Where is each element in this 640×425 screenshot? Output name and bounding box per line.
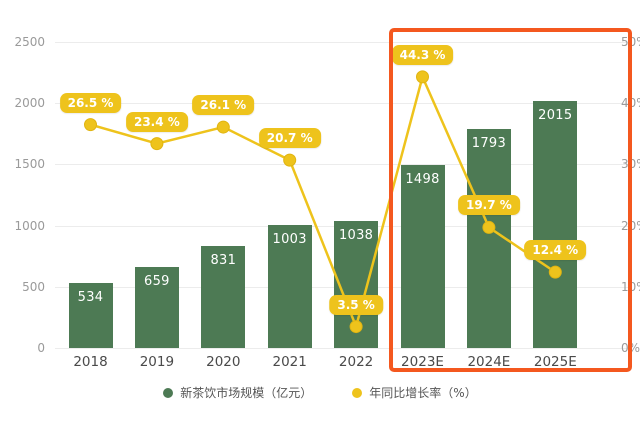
left-axis-tick-label: 2000: [14, 96, 45, 111]
gridline: [55, 103, 628, 105]
growth-line-point: [548, 265, 562, 279]
chart-legend: 新茶饮市场规模（亿元） 年同比增长率（%）: [0, 384, 640, 401]
legend-item-growth-rate: 年同比增长率（%）: [352, 384, 477, 401]
legend-marker-line-series: [352, 387, 363, 398]
legend-item-market-size: 新茶饮市场规模（亿元）: [163, 384, 312, 401]
growth-line-point: [216, 120, 230, 134]
gridline: [55, 42, 628, 43]
x-axis-label-2024E: 2024E: [467, 354, 511, 370]
growth-line-point: [349, 320, 363, 334]
growth-rate-label: 26.1 %: [192, 95, 255, 116]
gridline: [55, 164, 628, 166]
growth-rate-label: 3.5 %: [329, 294, 383, 315]
growth-line-point: [283, 153, 297, 167]
bar-2018: [68, 282, 113, 348]
bar-value-label: 1793: [471, 135, 507, 151]
left-axis-tick-label: 2500: [14, 35, 45, 49]
bar-value-label: 2015: [538, 108, 573, 124]
growth-rate-label: 19.7 %: [457, 195, 520, 216]
bar-value-label: 1038: [338, 227, 374, 243]
bar-2023E: [400, 164, 445, 348]
left-axis-tick-label: 1000: [14, 218, 45, 233]
growth-rate-label: 44.3 %: [391, 44, 454, 65]
x-axis-label-2025E: 2025E: [533, 354, 577, 370]
legend-label-bar-series: 新茶饮市场规模（亿元）: [180, 386, 313, 400]
legend-marker-bar-series: [163, 387, 174, 398]
growth-rate-label: 23.4 %: [125, 111, 188, 132]
x-axis-label-2023E: 2023E: [401, 354, 444, 370]
bar-value-label: 1003: [272, 232, 307, 248]
growth-line-point: [84, 118, 97, 132]
growth-line-point: [150, 137, 164, 151]
bar-value-label: 659: [144, 274, 170, 290]
growth-rate-label: 26.5 %: [59, 92, 122, 113]
bar-2021: [267, 225, 312, 348]
growth-rate-label: 12.4 %: [524, 240, 587, 261]
x-axis-label-2022: 2022: [338, 354, 374, 370]
growth-line-point: [482, 220, 496, 234]
left-axis-tick-label: 500: [22, 279, 45, 294]
bar-value-label: 534: [77, 289, 104, 305]
x-axis-label-2018: 2018: [73, 354, 108, 370]
bar-2025E: [533, 101, 578, 348]
growth-line-point: [416, 70, 429, 84]
bar-value-label: 1498: [405, 171, 440, 187]
x-axis-label-2020: 2020: [206, 354, 241, 370]
x-axis-label-2019: 2019: [139, 354, 175, 370]
left-axis-tick-label: 0: [37, 341, 45, 355]
gridline: [55, 348, 628, 349]
x-axis-label-2021: 2021: [272, 354, 307, 370]
legend-label-line-series: 年同比增长率（%）: [369, 386, 477, 400]
growth-rate-label: 20.7 %: [258, 128, 321, 149]
bar-value-label: 831: [210, 253, 237, 269]
left-axis-tick-label: 1500: [14, 157, 45, 172]
bar-2020: [201, 246, 246, 348]
bar-2019: [134, 267, 179, 348]
